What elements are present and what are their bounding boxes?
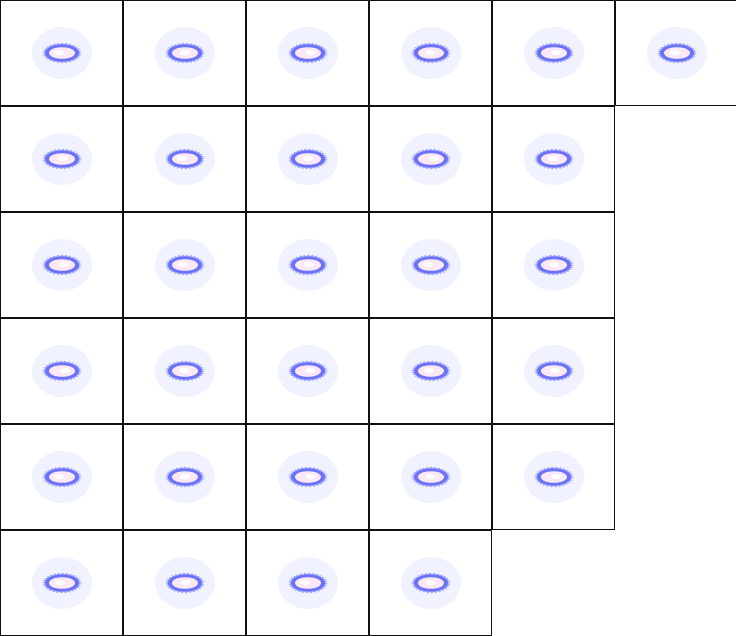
sprite-frame xyxy=(369,530,492,636)
glowing-ring-icon xyxy=(400,239,461,291)
glowing-ring-icon xyxy=(31,239,92,291)
sprite-frame xyxy=(0,530,123,636)
sprite-frame xyxy=(615,0,736,106)
glowing-ring-icon xyxy=(400,27,461,79)
glowing-ring-icon xyxy=(277,27,338,79)
sprite-frame xyxy=(0,0,123,106)
sprite-frame xyxy=(123,106,246,212)
sprite-frame xyxy=(123,424,246,530)
sprite-frame xyxy=(492,424,615,530)
sprite-frame xyxy=(0,106,123,212)
glowing-ring-icon xyxy=(400,345,461,397)
glowing-ring-icon xyxy=(154,239,215,291)
sprite-frame xyxy=(123,212,246,318)
glowing-ring-icon xyxy=(523,451,584,503)
glowing-ring-icon xyxy=(523,345,584,397)
glowing-ring-icon xyxy=(400,133,461,185)
sprite-frame xyxy=(369,0,492,106)
glowing-ring-icon xyxy=(400,451,461,503)
glowing-ring-icon xyxy=(154,557,215,609)
sprite-frame xyxy=(123,318,246,424)
glowing-ring-icon xyxy=(31,133,92,185)
sprite-frame xyxy=(246,212,369,318)
glowing-ring-icon xyxy=(154,451,215,503)
glowing-ring-icon xyxy=(400,557,461,609)
glowing-ring-icon xyxy=(523,133,584,185)
glowing-ring-icon xyxy=(646,27,707,79)
glowing-ring-icon xyxy=(154,27,215,79)
glowing-ring-icon xyxy=(277,451,338,503)
glowing-ring-icon xyxy=(277,557,338,609)
sprite-frame xyxy=(492,212,615,318)
sprite-frame xyxy=(246,424,369,530)
sprite-frame xyxy=(492,0,615,106)
glowing-ring-icon xyxy=(277,133,338,185)
glowing-ring-icon xyxy=(31,451,92,503)
sprite-frame xyxy=(246,106,369,212)
sprite-frame xyxy=(369,106,492,212)
sprite-frame xyxy=(0,424,123,530)
sprite-frame xyxy=(246,318,369,424)
sprite-frame xyxy=(369,212,492,318)
sprite-frame xyxy=(246,530,369,636)
glowing-ring-icon xyxy=(523,239,584,291)
glowing-ring-icon xyxy=(154,345,215,397)
glowing-ring-icon xyxy=(154,133,215,185)
glowing-ring-icon xyxy=(277,239,338,291)
sprite-frame xyxy=(492,106,615,212)
sprite-frame xyxy=(0,212,123,318)
sprite-frame xyxy=(246,0,369,106)
glowing-ring-icon xyxy=(31,27,92,79)
sprite-frame xyxy=(369,424,492,530)
sprite-frame xyxy=(369,318,492,424)
sprite-frame xyxy=(492,318,615,424)
glowing-ring-icon xyxy=(277,345,338,397)
sprite-frame xyxy=(123,530,246,636)
glowing-ring-icon xyxy=(31,557,92,609)
glowing-ring-icon xyxy=(523,27,584,79)
sprite-frame xyxy=(123,0,246,106)
glowing-ring-icon xyxy=(31,345,92,397)
sprite-frame xyxy=(0,318,123,424)
